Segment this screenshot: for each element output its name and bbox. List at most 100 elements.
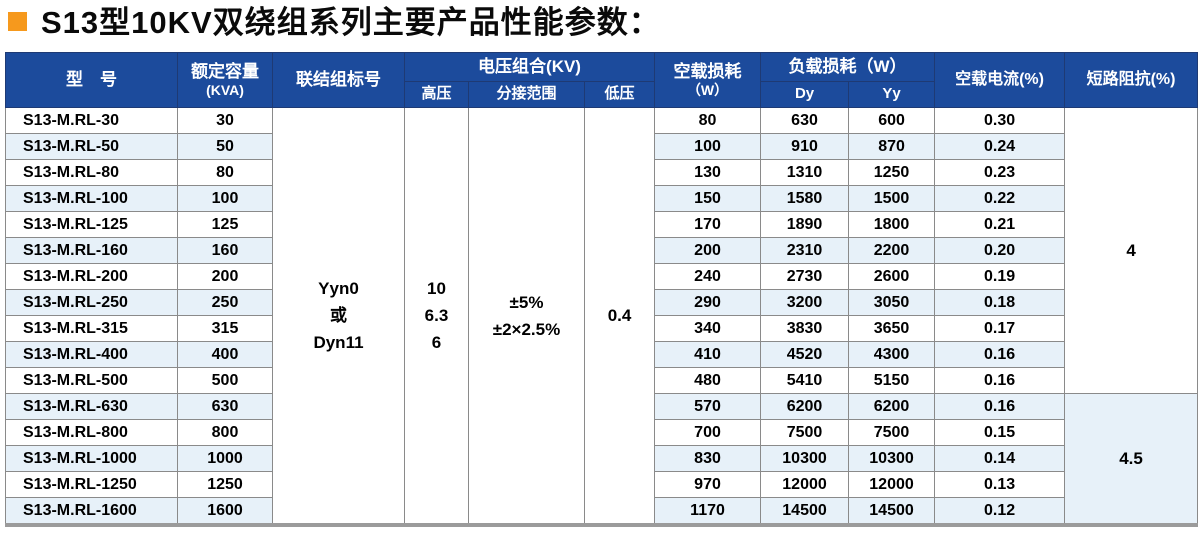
col-header-tap-range: 分接范围: [468, 81, 585, 108]
cell-yy: 2200: [848, 237, 936, 264]
cell-kva: 30: [177, 107, 273, 134]
cell-yy: 5150: [848, 367, 936, 394]
cell-no-load-loss: 830: [654, 445, 762, 472]
cell-no-load-current: 0.20: [934, 237, 1066, 264]
cell-model: S13-M.RL-125: [5, 211, 178, 238]
table-body: S13-M.RL-30 30 Yyn0 或 Dyn11 10 6.3 6 ±5% ±2×2.5% 0…: [5, 107, 1199, 526]
cell-kva: 800: [177, 419, 273, 446]
cell-no-load-loss: 100: [654, 133, 762, 160]
cell-no-load-loss: 570: [654, 393, 762, 420]
cell-no-load-loss: 170: [654, 211, 762, 238]
cell-no-load-current: 0.16: [934, 341, 1066, 368]
cell-no-load-current: 0.23: [934, 159, 1066, 186]
col-header-vector-group: 联结组标号: [272, 52, 405, 108]
cell-no-load-current: 0.17: [934, 315, 1066, 342]
cell-no-load-current: 0.21: [934, 211, 1066, 238]
cell-no-load-loss: 290: [654, 289, 762, 316]
cell-model: S13-M.RL-630: [5, 393, 178, 420]
cell-lv: 0.4: [583, 107, 656, 526]
cell-model: S13-M.RL-315: [5, 315, 178, 342]
cell-yy: 2600: [848, 263, 936, 290]
cell-kva: 400: [177, 341, 273, 368]
cell-no-load-current: 0.30: [934, 107, 1066, 134]
table-row: S13-M.RL-125 125 170 1890 1800 0.21: [5, 211, 1198, 238]
cell-dy: 4520: [760, 341, 850, 368]
col-header-no-load-loss: 空载损耗 （W）: [654, 52, 762, 108]
cell-model: S13-M.RL-200: [5, 263, 178, 290]
cell-no-load-loss: 130: [654, 159, 762, 186]
cell-dy: 3200: [760, 289, 850, 316]
cell-yy: 4300: [848, 341, 936, 368]
cell-dy: 7500: [760, 419, 850, 446]
col-header-capacity: 额定容量 (KVA): [177, 52, 273, 108]
cell-dy: 6200: [760, 393, 850, 420]
cell-yy: 3650: [848, 315, 936, 342]
cell-no-load-current: 0.16: [934, 393, 1066, 420]
cell-no-load-loss: 480: [654, 367, 762, 394]
table-row: S13-M.RL-30 30 Yyn0 或 Dyn11 10 6.3 6 ±5% ±2×2.5% 0…: [5, 107, 1199, 526]
cell-no-load-loss: 80: [654, 107, 762, 134]
cell-no-load-loss: 200: [654, 237, 762, 264]
cell-impedance: 4.5: [1064, 393, 1199, 526]
cell-no-load-loss: 700: [654, 419, 762, 446]
cell-no-load-current: 0.15: [934, 419, 1066, 446]
col-header-model: 型 号: [5, 52, 178, 108]
cell-model: S13-M.RL-100: [5, 185, 178, 212]
cell-no-load-current: 0.18: [934, 289, 1066, 316]
cell-dy: 3830: [760, 315, 850, 342]
table-header: 型 号 额定容量 (KVA) 联结组标号 电压组合(KV) 空载损耗 （W） 负…: [5, 52, 1199, 108]
spec-table: 型 号 额定容量 (KVA) 联结组标号 电压组合(KV) 空载损耗 （W） 负…: [5, 52, 1199, 527]
cell-kva: 80: [177, 159, 273, 186]
cell-model: S13-M.RL-400: [5, 341, 178, 368]
cell-no-load-current: 0.24: [934, 133, 1066, 160]
col-header-voltage-group: 电压组合(KV): [403, 52, 656, 82]
cell-impedance: 4: [1064, 107, 1199, 394]
cell-yy: 1800: [848, 211, 936, 238]
cell-model: S13-M.RL-1600: [5, 497, 178, 526]
cell-yy: 6200: [848, 393, 936, 420]
title-bullet-icon: [8, 12, 27, 31]
cell-kva: 125: [177, 211, 273, 238]
table-row: S13-M.RL-80 80 130 1310 1250 0.23: [5, 159, 1198, 186]
table-row: S13-M.RL-1000 1000 830 10300 10300 0.14: [5, 445, 1198, 472]
cell-no-load-current: 0.14: [934, 445, 1066, 472]
cell-dy: 2310: [760, 237, 850, 264]
col-header-impedance: 短路阻抗(%): [1064, 52, 1199, 108]
table-row: S13-M.RL-630 630 570 6200 6200 0.16 4.5: [5, 393, 1199, 526]
cell-no-load-loss: 240: [654, 263, 762, 290]
cell-yy: 14500: [848, 497, 936, 526]
cell-kva: 630: [177, 393, 273, 420]
cell-kva: 100: [177, 185, 273, 212]
cell-dy: 630: [760, 107, 850, 134]
cell-model: S13-M.RL-1250: [5, 471, 178, 498]
cell-vector-group: Yyn0 或 Dyn11: [272, 107, 405, 526]
cell-dy: 5410: [760, 367, 850, 394]
cell-no-load-current: 0.13: [934, 471, 1066, 498]
cell-dy: 1890: [760, 211, 850, 238]
cell-kva: 500: [177, 367, 273, 394]
table-row: S13-M.RL-1250 1250 970 12000 12000 0.13: [5, 471, 1198, 498]
table-row: S13-M.RL-160 160 200 2310 2200 0.20: [5, 237, 1198, 264]
cell-model: S13-M.RL-30: [5, 107, 178, 134]
cell-no-load-loss: 150: [654, 185, 762, 212]
cell-yy: 10300: [848, 445, 936, 472]
cell-no-load-loss: 340: [654, 315, 762, 342]
cell-yy: 3050: [848, 289, 936, 316]
col-header-no-load-current: 空载电流(%): [934, 52, 1066, 108]
cell-dy: 910: [760, 133, 850, 160]
table-row: S13-M.RL-250 250 290 3200 3050 0.18: [5, 289, 1198, 316]
cell-kva: 200: [177, 263, 273, 290]
cell-no-load-loss: 1170: [654, 497, 762, 526]
table-row: S13-M.RL-500 500 480 5410 5150 0.16: [5, 367, 1198, 394]
cell-dy: 12000: [760, 471, 850, 498]
cell-kva: 160: [177, 237, 273, 264]
cell-kva: 1250: [177, 471, 273, 498]
page-title-row: S13型10KV双绕组系列主要产品性能参数：: [0, 0, 1200, 52]
table-row: S13-M.RL-315 315 340 3830 3650 0.17: [5, 315, 1198, 342]
cell-kva: 1600: [177, 497, 273, 526]
cell-no-load-current: 0.16: [934, 367, 1066, 394]
page-title: S13型10KV双绕组系列主要产品性能参数：: [41, 5, 661, 40]
cell-kva: 50: [177, 133, 273, 160]
col-header-load-loss: 负载损耗（W）: [760, 52, 936, 82]
cell-model: S13-M.RL-1000: [5, 445, 178, 472]
